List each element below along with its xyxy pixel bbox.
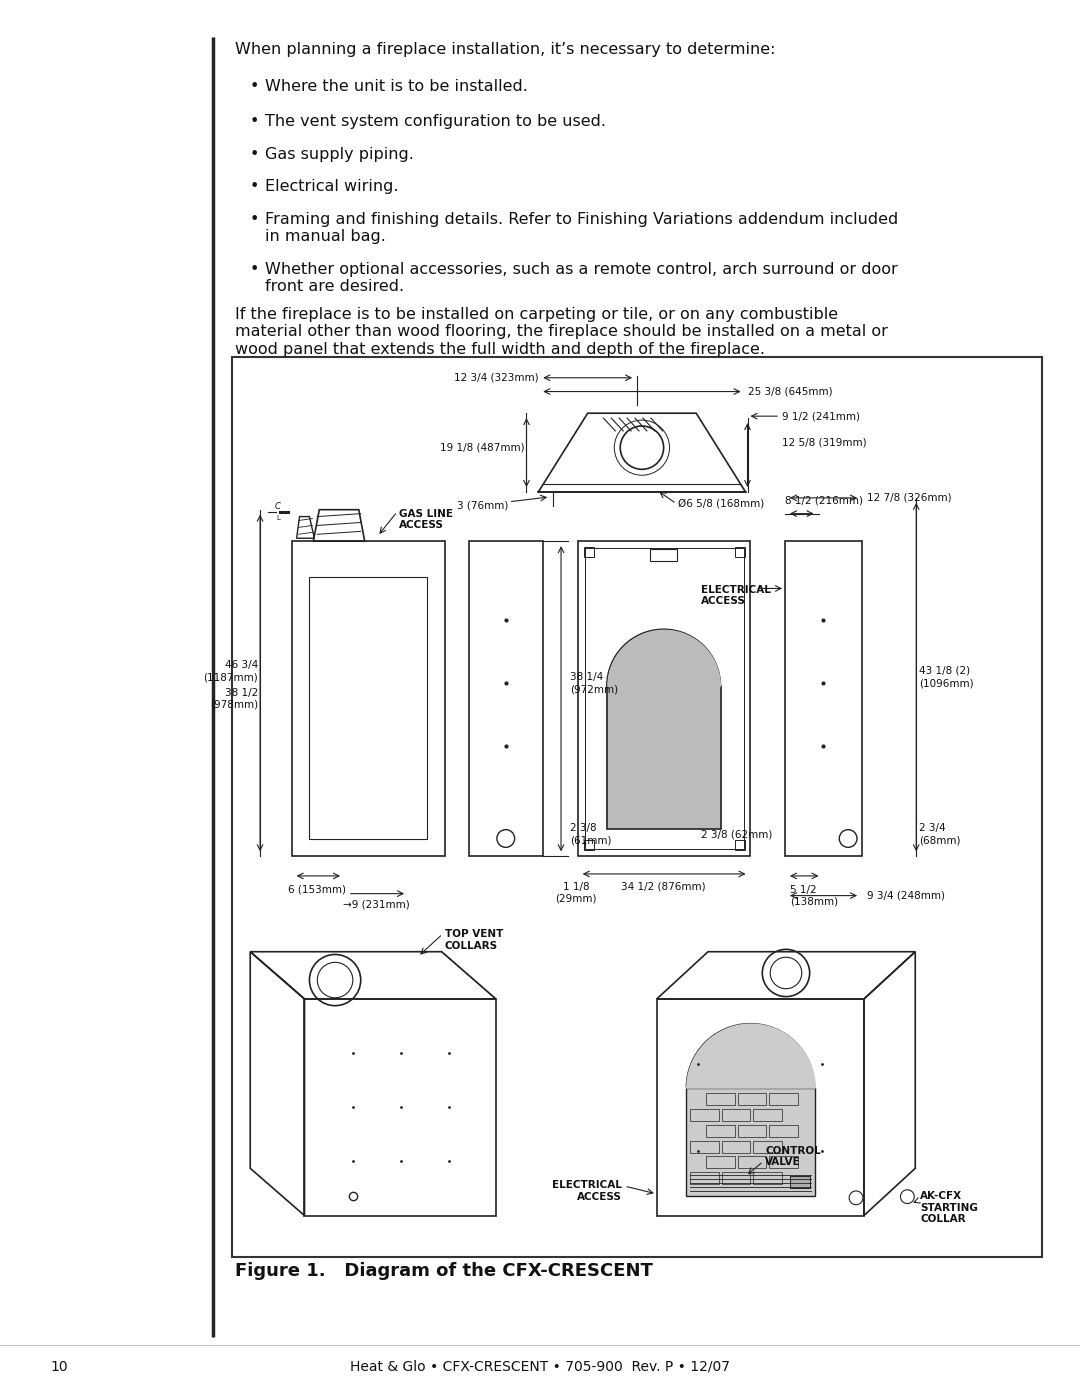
- Text: 10: 10: [50, 1361, 68, 1375]
- Text: 34 1/2 (876mm): 34 1/2 (876mm): [621, 882, 706, 891]
- Bar: [690, 1172, 719, 1185]
- Bar: [734, 548, 744, 557]
- Text: 19 1/8 (487mm): 19 1/8 (487mm): [440, 443, 525, 453]
- Bar: [690, 1109, 719, 1120]
- Text: ELECTRICAL
ACCESS: ELECTRICAL ACCESS: [552, 1180, 622, 1201]
- Bar: [785, 541, 862, 856]
- Bar: [578, 541, 751, 856]
- Text: Framing and finishing details. Refer to Finishing Variations addendum included
i: Framing and finishing details. Refer to …: [265, 212, 899, 244]
- Text: 8 1/2 (216mm): 8 1/2 (216mm): [785, 496, 863, 506]
- Bar: [789, 1176, 810, 1187]
- Text: •: •: [249, 115, 259, 129]
- Bar: [583, 548, 594, 557]
- Bar: [686, 1088, 814, 1196]
- Bar: [706, 1094, 734, 1105]
- Text: Ø6 5/8 (168mm): Ø6 5/8 (168mm): [678, 499, 765, 509]
- Text: 1 1/8
(29mm): 1 1/8 (29mm): [555, 882, 596, 904]
- Text: Whether optional accessories, such as a remote control, arch surround or door
fr: Whether optional accessories, such as a …: [265, 263, 897, 295]
- Text: Electrical wiring.: Electrical wiring.: [265, 179, 399, 194]
- Bar: [470, 541, 543, 856]
- Text: 2 3/8 (62mm): 2 3/8 (62mm): [701, 830, 772, 840]
- Text: Figure 1.   Diagram of the CFX-CRESCENT: Figure 1. Diagram of the CFX-CRESCENT: [235, 1261, 653, 1280]
- Text: If the fireplace is to be installed on carpeting or tile, or on any combustible
: If the fireplace is to be installed on c…: [235, 307, 888, 356]
- Text: The vent system configuration to be used.: The vent system configuration to be used…: [265, 115, 606, 129]
- Text: •: •: [249, 179, 259, 194]
- Bar: [738, 1094, 766, 1105]
- Bar: [769, 1125, 798, 1137]
- Text: •: •: [249, 263, 259, 277]
- Text: 9 3/4 (248mm): 9 3/4 (248mm): [867, 891, 945, 901]
- Text: 12 3/4 (323mm): 12 3/4 (323mm): [454, 373, 538, 383]
- Bar: [754, 1109, 782, 1120]
- Text: 46 3/4
(1187mm): 46 3/4 (1187mm): [203, 659, 258, 682]
- Text: •: •: [249, 212, 259, 226]
- Bar: [583, 841, 594, 851]
- Bar: [310, 577, 427, 838]
- Text: CONTROL
VALVE: CONTROL VALVE: [766, 1146, 821, 1168]
- Text: TOP VENT
COLLARS: TOP VENT COLLARS: [445, 929, 503, 951]
- Text: 43 1/8 (2)
(1096mm): 43 1/8 (2) (1096mm): [919, 666, 974, 689]
- Text: Gas supply piping.: Gas supply piping.: [265, 147, 414, 162]
- Text: C: C: [275, 503, 281, 511]
- Bar: [232, 358, 1042, 1257]
- Text: When planning a fireplace installation, it’s necessary to determine:: When planning a fireplace installation, …: [235, 42, 775, 57]
- Text: GAS LINE
ACCESS: GAS LINE ACCESS: [400, 509, 454, 531]
- Bar: [721, 1141, 751, 1153]
- Text: 2 3/8
(61mm): 2 3/8 (61mm): [570, 823, 611, 845]
- Text: Where the unit is to be installed.: Where the unit is to be installed.: [265, 80, 528, 94]
- Text: 25 3/8 (645mm): 25 3/8 (645mm): [748, 387, 833, 397]
- Bar: [690, 1141, 719, 1153]
- Text: •: •: [249, 147, 259, 162]
- Text: 12 5/8 (319mm): 12 5/8 (319mm): [782, 437, 866, 448]
- Text: 38 1/2
(978mm): 38 1/2 (978mm): [210, 687, 258, 710]
- Bar: [706, 1157, 734, 1168]
- Text: →9 (231mm): →9 (231mm): [343, 900, 409, 909]
- Text: 12 7/8 (326mm): 12 7/8 (326mm): [867, 493, 951, 503]
- Text: AK-CFX
STARTING
COLLAR: AK-CFX STARTING COLLAR: [920, 1192, 978, 1224]
- Bar: [721, 1109, 751, 1120]
- Text: 38 1/4
(972mm): 38 1/4 (972mm): [570, 672, 618, 694]
- Text: 5 1/2
(138mm): 5 1/2 (138mm): [789, 884, 838, 907]
- Bar: [584, 548, 743, 849]
- Text: •: •: [249, 80, 259, 94]
- Text: 2 3/4
(68mm): 2 3/4 (68mm): [919, 823, 961, 845]
- Bar: [721, 1172, 751, 1185]
- Bar: [738, 1125, 766, 1137]
- Bar: [754, 1172, 782, 1185]
- Bar: [607, 686, 720, 828]
- Text: 3 (76mm): 3 (76mm): [457, 500, 509, 511]
- Bar: [769, 1094, 798, 1105]
- Bar: [706, 1125, 734, 1137]
- Bar: [292, 541, 445, 856]
- Bar: [650, 549, 677, 560]
- Text: 9 1/2 (241mm): 9 1/2 (241mm): [782, 411, 860, 420]
- Text: L: L: [275, 514, 280, 521]
- Text: Heat & Glo • CFX-CRESCENT • 705-900  Rev. P • 12/07: Heat & Glo • CFX-CRESCENT • 705-900 Rev.…: [350, 1361, 730, 1375]
- Bar: [769, 1157, 798, 1168]
- Text: 6 (153mm): 6 (153mm): [288, 884, 347, 894]
- Bar: [738, 1157, 766, 1168]
- Bar: [754, 1141, 782, 1153]
- Text: ELECTRICAL
ACCESS: ELECTRICAL ACCESS: [701, 584, 771, 606]
- Bar: [734, 841, 744, 851]
